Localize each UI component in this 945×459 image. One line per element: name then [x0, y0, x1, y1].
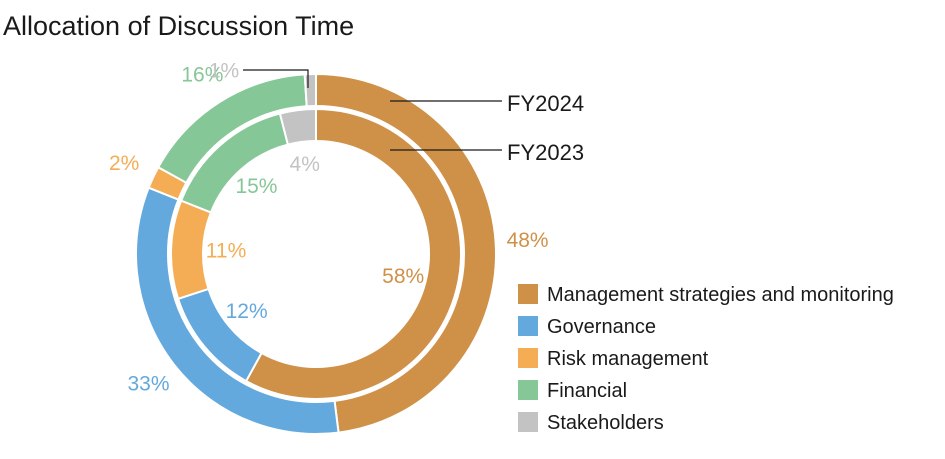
label-outer-financial: 16% [181, 64, 223, 87]
legend-label-management-strategies-and-monitoring: Management strategies and monitoring [547, 284, 894, 306]
inner-ring [170, 107, 462, 400]
legend-label-governance: Governance [547, 316, 656, 338]
legend-swatch-risk-management [518, 348, 538, 368]
label-outer-governance: 33% [127, 372, 169, 395]
label-outer-stakeholders: 1% [209, 60, 239, 83]
label-inner-financial: 15% [235, 175, 277, 198]
legend-label-stakeholders: Stakeholders [547, 412, 664, 434]
leader-line-stakeholders [243, 69, 309, 88]
series-label-fy2024: FY2024 [507, 91, 584, 116]
label-inner-risk-management: 11% [206, 240, 246, 263]
legend-swatch-stakeholders [518, 412, 538, 432]
label-outer-management-strategies-and-monitoring: 48% [507, 229, 549, 252]
legend-swatch-governance [518, 316, 538, 336]
legend-swatch-financial [518, 380, 538, 400]
leader-lines [243, 69, 502, 151]
label-outer-risk-management: 2% [109, 152, 139, 175]
slice-inner-stakeholders [278, 107, 317, 146]
legend-swatch-management-strategies-and-monitoring [518, 284, 538, 304]
label-inner-management-strategies-and-monitoring: 58% [382, 265, 424, 288]
slice-inner-management-strategies-and-monitoring [244, 107, 462, 400]
legend-label-financial: Financial [547, 380, 627, 402]
slice-outer-stakeholders [303, 72, 317, 108]
chart-title: Allocation of Discussion Time [3, 11, 354, 41]
label-inner-governance: 12% [226, 300, 268, 323]
legend: Management strategies and monitoring Gove… [518, 284, 894, 434]
series-label-fy2023: FY2023 [507, 140, 584, 165]
ring-value-labels: 48% 33% 2% 16%1% 58% 12% 11% 15% 4% [109, 60, 549, 396]
label-inner-stakeholders: 4% [290, 153, 320, 176]
outer-ring [135, 72, 497, 435]
legend-label-risk-management: Risk management [547, 348, 709, 370]
